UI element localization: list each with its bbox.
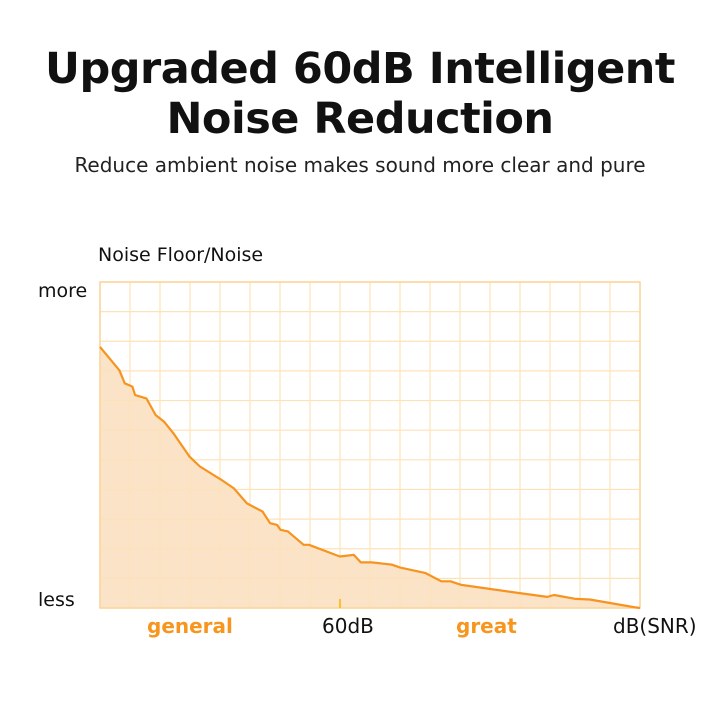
- x-label-60db: 60dB: [322, 614, 374, 638]
- x-axis-unit: dB(SNR): [613, 614, 697, 638]
- page-title: Upgraded 60dB Intelligent Noise Reductio…: [0, 44, 720, 144]
- title-line-1: Upgraded 60dB Intelligent: [45, 44, 675, 94]
- x-label-general: general: [147, 614, 233, 638]
- plot-border: [99, 281, 641, 609]
- y-tick-more: more: [38, 280, 88, 302]
- noise-curve: [99, 346, 641, 610]
- title-line-2: Noise Reduction: [166, 94, 554, 144]
- subtitle: Reduce ambient noise makes sound more cl…: [74, 153, 646, 177]
- area-fill: [100, 346, 640, 608]
- y-axis-label: Noise Floor/Noise: [98, 244, 264, 266]
- y-tick-less: less: [38, 589, 75, 611]
- x-label-great: great: [456, 614, 517, 638]
